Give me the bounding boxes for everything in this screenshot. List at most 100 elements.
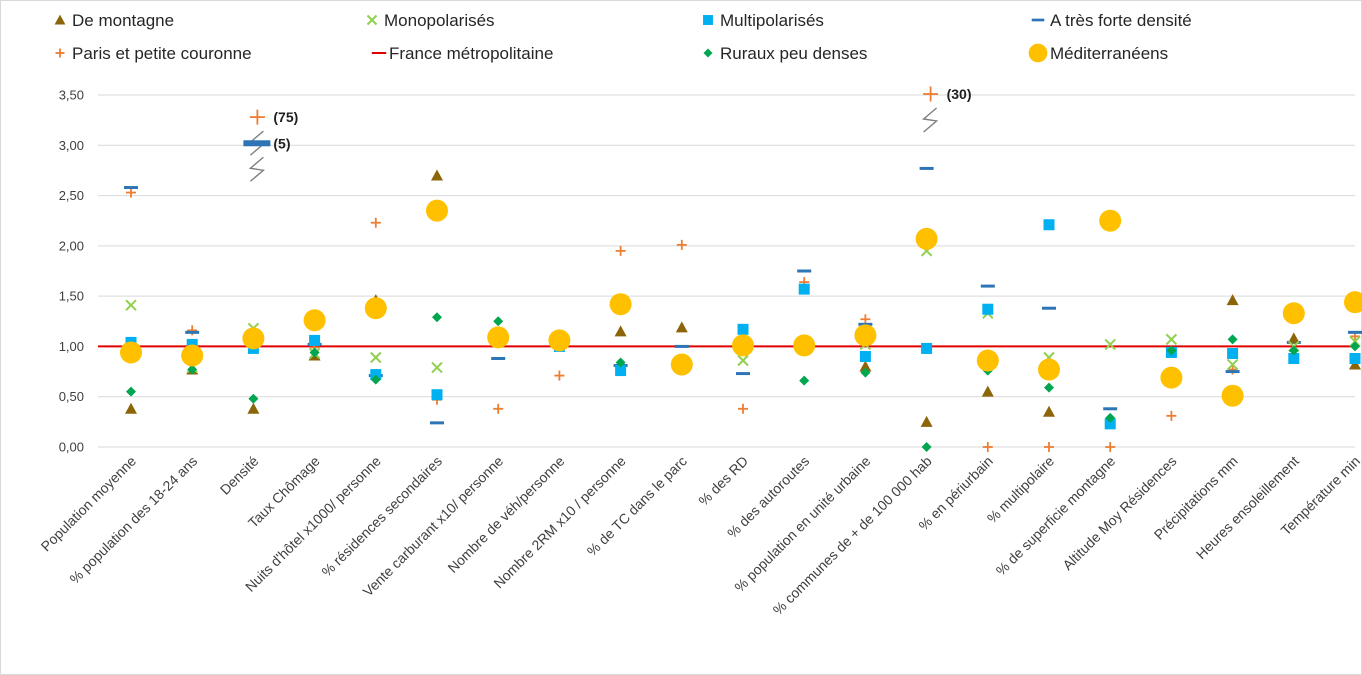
point-multipolarises <box>1227 347 1239 359</box>
point-mediterraneens <box>915 227 938 250</box>
point-de-montagne <box>1287 332 1300 344</box>
point-paris-et-petite-couronne <box>982 442 993 452</box>
point-mediterraneens <box>242 327 265 350</box>
annotation-a-tres-forte-densite: (5) <box>243 135 291 182</box>
point-a-tres-forte-densite <box>1348 330 1362 334</box>
legend-marker <box>1028 43 1048 63</box>
point-ruraux-peu-denses <box>860 367 871 378</box>
point-ruraux-peu-denses <box>187 364 198 375</box>
point-de-montagne <box>125 402 137 414</box>
point-paris-et-petite-couronne <box>1044 442 1054 452</box>
point-paris-et-petite-couronne <box>554 370 565 381</box>
point-ruraux-peu-denses <box>1166 345 1177 356</box>
point-mediterraneens <box>364 297 387 320</box>
point-a-tres-forte-densite <box>124 186 138 190</box>
point-mediterraneens <box>1038 358 1060 381</box>
annotation-label: (75) <box>273 109 298 125</box>
point-multipolarises <box>737 323 749 335</box>
y-tick-label: 3,00 <box>59 138 84 153</box>
point-mediterraneens <box>548 329 571 352</box>
legend-item-mediterraneens: Méditerranéens <box>1028 43 1168 63</box>
point-mediterraneens <box>793 334 816 357</box>
point-a-tres-forte-densite <box>1225 370 1240 374</box>
legend-item-de-montagne: De montagne <box>54 11 174 30</box>
point-ruraux-peu-denses <box>432 312 442 323</box>
point-a-tres-forte-densite <box>430 421 444 425</box>
point-monopolarises <box>370 351 382 364</box>
point-ruraux-peu-denses <box>370 374 381 385</box>
point-multipolarises <box>798 283 810 295</box>
legend-label: Ruraux peu denses <box>720 44 867 63</box>
legend-marker <box>703 15 713 25</box>
point-multipolarises <box>186 338 198 350</box>
point-mediterraneens <box>181 344 204 367</box>
point-a-tres-forte-densite <box>674 344 689 348</box>
legend-item-monopolarises: Monopolarisés <box>366 11 495 30</box>
series-markers <box>120 166 1362 452</box>
y-tick-label: 2,00 <box>59 238 84 253</box>
point-mediterraneens <box>1221 384 1244 407</box>
point-monopolarises <box>737 354 749 367</box>
point-paris-et-petite-couronne <box>615 245 626 256</box>
point-mediterraneens <box>426 199 448 222</box>
legend-label: France métropolitaine <box>389 44 553 63</box>
point-ruraux-peu-denses <box>1350 341 1360 352</box>
legend-label: Multipolarisés <box>720 11 824 30</box>
point-paris-et-petite-couronne <box>1166 410 1177 421</box>
y-tick-label: 0,00 <box>59 440 84 455</box>
point-de-montagne <box>1226 294 1239 306</box>
point-de-montagne <box>431 169 443 181</box>
point-mediterraneens <box>670 353 693 376</box>
point-monopolarises <box>1165 333 1178 346</box>
legend-marker <box>54 14 66 25</box>
point-mediterraneens <box>487 326 510 349</box>
point-mediterraneens <box>976 349 999 372</box>
point-a-tres-forte-densite <box>491 356 506 360</box>
point-a-tres-forte-densite <box>797 269 812 273</box>
point-de-montagne <box>1043 405 1055 417</box>
point-monopolarises <box>1349 335 1361 348</box>
point-de-montagne <box>1349 358 1361 370</box>
point-de-montagne <box>920 415 933 427</box>
point-mediterraneens <box>303 309 326 332</box>
point-multipolarises <box>615 365 627 377</box>
y-axis-ticks: 0,00 0,50 1,00 1,50 2,00 2,50 3,00 3,50 <box>59 88 84 455</box>
point-paris-et-petite-couronne <box>370 217 381 228</box>
point-ruraux-peu-denses <box>1105 412 1116 423</box>
point-ruraux-peu-denses <box>493 316 504 327</box>
point-de-montagne <box>247 402 260 414</box>
point-paris-et-petite-couronne <box>738 403 748 414</box>
point-ruraux-peu-denses <box>615 357 626 368</box>
point-a-tres-forte-densite <box>736 372 750 376</box>
point-mediterraneens <box>609 293 632 316</box>
annotation-label: (5) <box>273 135 290 151</box>
y-tick-label: 2,50 <box>59 188 84 203</box>
legend-marker <box>703 48 713 58</box>
point-a-tres-forte-densite <box>980 284 995 288</box>
point-mediterraneens <box>854 324 877 347</box>
legend-label: De montagne <box>72 11 174 30</box>
point-multipolarises <box>1288 352 1300 364</box>
point-multipolarises <box>859 350 871 362</box>
legend-marker <box>366 14 378 26</box>
point-paris-et-petite-couronne <box>126 187 136 198</box>
point-a-tres-forte-densite <box>919 166 934 170</box>
point-multipolarises <box>370 369 382 381</box>
point-paris-et-petite-couronne <box>493 403 504 414</box>
annotation-label: (30) <box>947 86 972 102</box>
legend-marker <box>1031 18 1045 22</box>
point-multipolarises <box>982 303 994 315</box>
point-de-montagne <box>981 385 994 397</box>
point-mediterraneens <box>120 341 142 364</box>
annotations: (75) (5) (30) <box>243 86 972 182</box>
y-tick-label: 1,50 <box>59 289 84 304</box>
legend-item-france-metropolitaine: France métropolitaine <box>371 44 553 63</box>
point-de-montagne <box>614 325 627 337</box>
annotation-paris-et-petite-couronne: (30) <box>921 86 972 133</box>
point-multipolarises <box>309 334 321 346</box>
point-a-tres-forte-densite <box>1042 306 1056 310</box>
axis-break-symbol <box>921 107 939 133</box>
